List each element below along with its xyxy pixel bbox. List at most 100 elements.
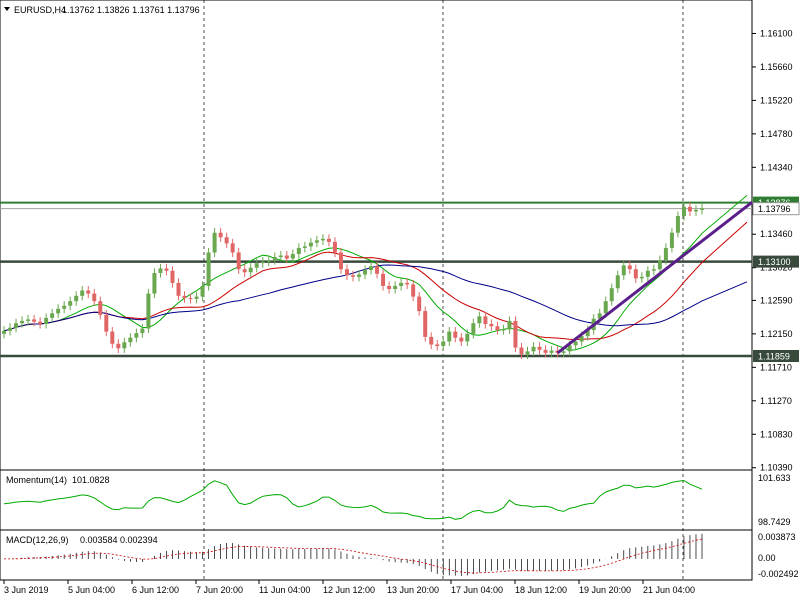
candle-body [621, 265, 626, 276]
time-tick-label: 18 Jun 12:00 [515, 585, 567, 595]
candle-body [266, 260, 271, 262]
candle-body [128, 337, 133, 343]
candle-body [609, 288, 614, 302]
candle-body [236, 252, 241, 270]
candle-body [537, 346, 542, 350]
candle-body [399, 282, 404, 286]
time-tick-label: 6 Jun 12:00 [132, 585, 179, 595]
horizontal-levels[interactable] [0, 201, 752, 358]
candle-body [92, 293, 97, 302]
time-tick-label: 3 Jun 2019 [4, 585, 49, 595]
candle-body [44, 317, 49, 324]
moving-average-line [3, 195, 748, 351]
candle-body [68, 301, 73, 306]
candle-body [8, 327, 13, 331]
candle-body [230, 243, 235, 253]
candle-body [453, 331, 458, 338]
candle-body [86, 290, 91, 294]
candle-body [242, 269, 247, 273]
candle-body [188, 298, 193, 300]
price-tick-label: 1.14340 [760, 162, 793, 172]
candle-body [663, 247, 668, 261]
candle-body [260, 261, 265, 264]
candle-body [116, 343, 121, 349]
candle-body [80, 290, 85, 296]
candle-body [579, 336, 584, 342]
candle-body [338, 252, 343, 270]
price-tick-label: 1.16100 [760, 28, 793, 38]
candle-body [615, 275, 620, 289]
candle-body [513, 320, 518, 348]
candle-body [38, 321, 43, 324]
macd-tick-label: 0.00 [758, 553, 776, 563]
candle-body [669, 232, 674, 248]
price-tick-label: 1.12590 [760, 295, 793, 305]
candle-body [164, 268, 169, 271]
candle-body [639, 276, 644, 279]
candle-body [693, 209, 698, 212]
candle-body [62, 305, 67, 309]
candle-body [561, 351, 566, 353]
candle-body [20, 320, 25, 324]
chart-title-symbol: EURUSD,H4 [14, 5, 66, 15]
momentum-value: 101.0828 [72, 475, 110, 485]
macd-tick-label: 0.003873 [758, 532, 796, 542]
candle-body [465, 333, 470, 342]
candle-body [489, 323, 494, 327]
time-tick-label: 12 Jun 12:00 [323, 585, 375, 595]
candle-body [224, 237, 229, 244]
candle-body [585, 330, 590, 337]
candle-body [387, 285, 392, 289]
candle-body [351, 275, 355, 277]
time-tick-label: 19 Jun 20:00 [579, 585, 631, 595]
candle-body [411, 284, 416, 297]
candle-body [357, 274, 362, 277]
candle-body [375, 266, 380, 274]
candle-body [657, 260, 662, 270]
candle-body [206, 252, 211, 286]
price-tick-label: 1.14780 [760, 129, 793, 139]
candle-body [170, 270, 175, 283]
trendline-segment[interactable] [556, 201, 753, 355]
macd-plot-area[interactable] [0, 529, 753, 581]
candle-body [110, 331, 115, 344]
price-tick-label: 1.10390 [760, 463, 793, 473]
trendline[interactable] [556, 201, 753, 355]
price-axis: 1.16100 1.15660 1.15220 1.14780 1.14340 1.134… [752, 28, 800, 579]
candle-body [507, 320, 512, 330]
candle-body [501, 329, 506, 331]
price-tick-label: 1.13020 [760, 263, 793, 273]
macd-value: 0.003584 0.002394 [80, 535, 158, 545]
candle-body [326, 238, 331, 242]
candle-body [435, 344, 440, 347]
candle-body [152, 273, 157, 294]
macd-label: MACD(12,26,9) [6, 535, 69, 545]
candle-body [302, 246, 307, 248]
candle-body [549, 350, 554, 353]
level-tag-label: 1.13796 [758, 204, 791, 214]
macd-tick-label: -0.002492 [758, 569, 799, 579]
triangle-down-icon[interactable] [4, 7, 10, 11]
macd-signal-line [4, 538, 703, 574]
candle-body [483, 316, 488, 324]
candle-body [254, 263, 259, 268]
candle-body [278, 255, 283, 258]
candle-body [495, 326, 500, 331]
candle-body [429, 336, 434, 345]
momentum-indicator [3, 479, 703, 520]
candle-body [633, 269, 638, 279]
candle-body [26, 319, 31, 321]
candle-body [645, 270, 650, 277]
momentum-plot-area[interactable] [0, 469, 753, 531]
candle-body [531, 346, 536, 352]
chart-title-ohlc: 1.13762 1.13826 1.13761 1.13796 [62, 5, 200, 15]
candle-body [320, 238, 325, 241]
candle-body [369, 266, 374, 270]
main-plot-area[interactable] [0, 0, 753, 471]
candle-body [700, 208, 704, 210]
price-tick-label: 1.13460 [760, 229, 793, 239]
candle-body [104, 314, 109, 332]
candle-body [14, 323, 19, 328]
candle-body [74, 295, 79, 302]
